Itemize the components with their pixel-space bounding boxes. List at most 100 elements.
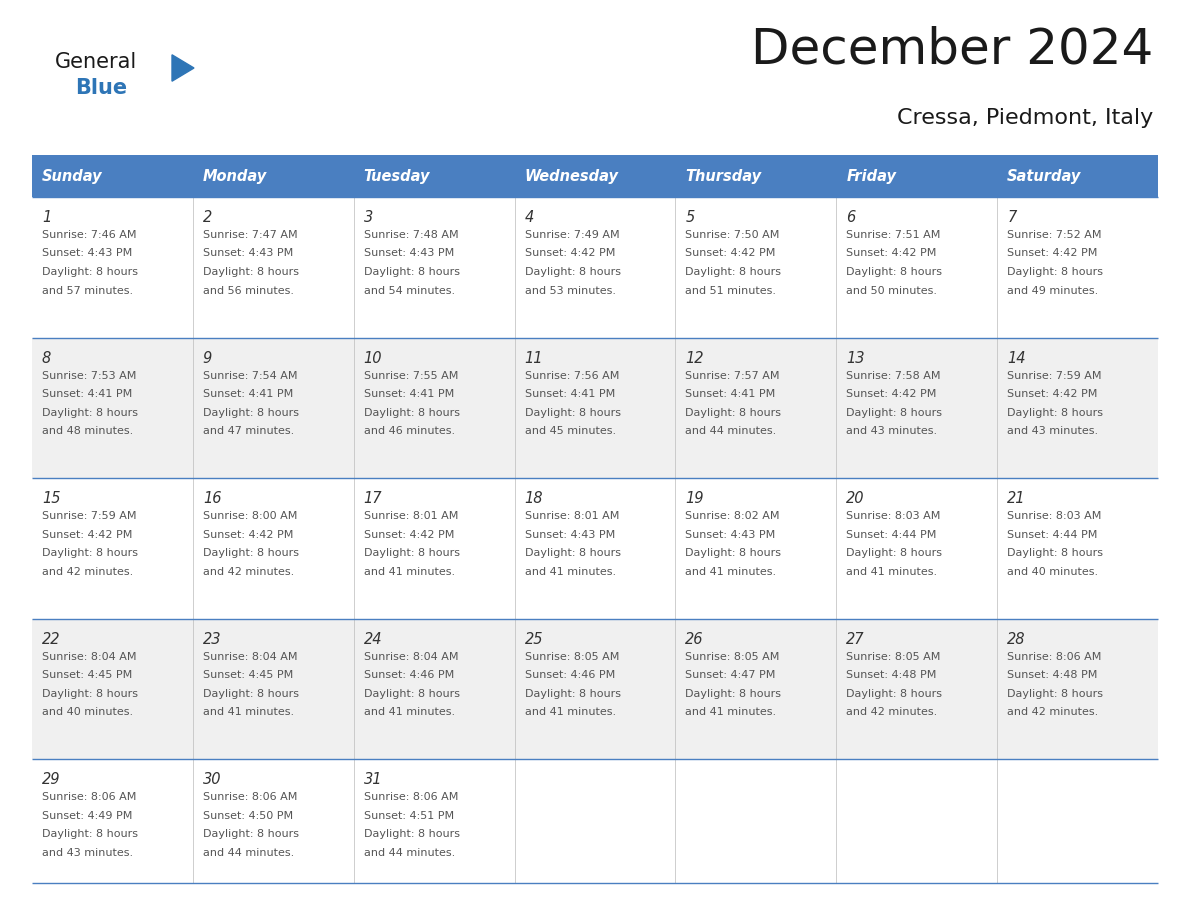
Text: Sunset: 4:43 PM: Sunset: 4:43 PM — [42, 249, 132, 259]
Text: Sunset: 4:42 PM: Sunset: 4:42 PM — [1007, 389, 1098, 399]
Text: and 43 minutes.: and 43 minutes. — [1007, 426, 1098, 436]
Bar — [32, 155, 192, 197]
Text: 10: 10 — [364, 351, 383, 365]
Text: Daylight: 8 hours: Daylight: 8 hours — [42, 688, 138, 699]
Text: Sunset: 4:46 PM: Sunset: 4:46 PM — [525, 670, 615, 680]
Text: and 57 minutes.: and 57 minutes. — [42, 285, 133, 296]
Text: Sunset: 4:47 PM: Sunset: 4:47 PM — [685, 670, 776, 680]
Text: Sunrise: 7:50 AM: Sunrise: 7:50 AM — [685, 230, 779, 240]
Text: and 40 minutes.: and 40 minutes. — [1007, 566, 1098, 577]
Text: 31: 31 — [364, 772, 383, 788]
Bar — [354, 155, 514, 197]
Text: and 41 minutes.: and 41 minutes. — [203, 707, 293, 717]
Text: and 44 minutes.: and 44 minutes. — [685, 426, 777, 436]
Bar — [32, 478, 1158, 619]
Text: and 41 minutes.: and 41 minutes. — [364, 707, 455, 717]
Text: Daylight: 8 hours: Daylight: 8 hours — [364, 548, 460, 558]
Text: Sunrise: 8:06 AM: Sunrise: 8:06 AM — [203, 792, 297, 802]
Text: Sunrise: 8:03 AM: Sunrise: 8:03 AM — [846, 511, 941, 521]
Bar — [192, 155, 354, 197]
Text: Daylight: 8 hours: Daylight: 8 hours — [685, 408, 782, 418]
Text: Sunset: 4:42 PM: Sunset: 4:42 PM — [364, 530, 454, 540]
Text: Monday: Monday — [203, 169, 267, 184]
Text: Sunset: 4:43 PM: Sunset: 4:43 PM — [685, 530, 776, 540]
Text: Sunset: 4:45 PM: Sunset: 4:45 PM — [42, 670, 132, 680]
Text: Sunrise: 7:57 AM: Sunrise: 7:57 AM — [685, 371, 781, 381]
Text: 11: 11 — [525, 351, 543, 365]
Text: Sunset: 4:49 PM: Sunset: 4:49 PM — [42, 811, 132, 821]
Bar — [836, 155, 997, 197]
Text: Daylight: 8 hours: Daylight: 8 hours — [846, 688, 942, 699]
Text: and 48 minutes.: and 48 minutes. — [42, 426, 133, 436]
Text: Sunrise: 7:58 AM: Sunrise: 7:58 AM — [846, 371, 941, 381]
Text: and 46 minutes.: and 46 minutes. — [364, 426, 455, 436]
Text: 7: 7 — [1007, 210, 1017, 225]
Text: Sunrise: 8:06 AM: Sunrise: 8:06 AM — [42, 792, 137, 802]
Text: Daylight: 8 hours: Daylight: 8 hours — [846, 408, 942, 418]
Text: 5: 5 — [685, 210, 695, 225]
Text: December 2024: December 2024 — [751, 25, 1154, 73]
Text: Daylight: 8 hours: Daylight: 8 hours — [685, 548, 782, 558]
Text: Tuesday: Tuesday — [364, 169, 430, 184]
Text: Daylight: 8 hours: Daylight: 8 hours — [1007, 408, 1104, 418]
Text: Sunset: 4:46 PM: Sunset: 4:46 PM — [364, 670, 454, 680]
Bar — [32, 619, 1158, 759]
Text: Daylight: 8 hours: Daylight: 8 hours — [364, 267, 460, 277]
Text: Sunrise: 8:01 AM: Sunrise: 8:01 AM — [525, 511, 619, 521]
Text: Sunset: 4:44 PM: Sunset: 4:44 PM — [1007, 530, 1098, 540]
Text: 26: 26 — [685, 632, 704, 647]
Text: Daylight: 8 hours: Daylight: 8 hours — [364, 408, 460, 418]
Text: Cressa, Piedmont, Italy: Cressa, Piedmont, Italy — [897, 108, 1154, 128]
Text: Sunrise: 7:46 AM: Sunrise: 7:46 AM — [42, 230, 137, 240]
Text: Daylight: 8 hours: Daylight: 8 hours — [364, 829, 460, 839]
Text: Sunset: 4:43 PM: Sunset: 4:43 PM — [203, 249, 293, 259]
Text: 22: 22 — [42, 632, 61, 647]
Text: Daylight: 8 hours: Daylight: 8 hours — [203, 408, 299, 418]
Text: Sunset: 4:42 PM: Sunset: 4:42 PM — [846, 389, 936, 399]
Text: Sunset: 4:41 PM: Sunset: 4:41 PM — [42, 389, 132, 399]
Text: Sunrise: 7:49 AM: Sunrise: 7:49 AM — [525, 230, 619, 240]
Text: 16: 16 — [203, 491, 221, 506]
Text: Thursday: Thursday — [685, 169, 762, 184]
Bar — [32, 338, 1158, 478]
Text: 6: 6 — [846, 210, 855, 225]
Polygon shape — [172, 55, 194, 81]
Text: and 47 minutes.: and 47 minutes. — [203, 426, 295, 436]
Text: Sunrise: 8:05 AM: Sunrise: 8:05 AM — [846, 652, 941, 662]
Text: Sunrise: 8:04 AM: Sunrise: 8:04 AM — [364, 652, 459, 662]
Text: Sunset: 4:51 PM: Sunset: 4:51 PM — [364, 811, 454, 821]
Text: Daylight: 8 hours: Daylight: 8 hours — [42, 267, 138, 277]
Text: Sunrise: 8:05 AM: Sunrise: 8:05 AM — [685, 652, 779, 662]
Text: Sunset: 4:50 PM: Sunset: 4:50 PM — [203, 811, 293, 821]
Text: 14: 14 — [1007, 351, 1025, 365]
Text: Sunrise: 7:52 AM: Sunrise: 7:52 AM — [1007, 230, 1101, 240]
Text: Daylight: 8 hours: Daylight: 8 hours — [525, 408, 620, 418]
Text: Daylight: 8 hours: Daylight: 8 hours — [525, 267, 620, 277]
Text: 21: 21 — [1007, 491, 1025, 506]
Text: Sunrise: 8:01 AM: Sunrise: 8:01 AM — [364, 511, 459, 521]
Text: Sunrise: 7:54 AM: Sunrise: 7:54 AM — [203, 371, 297, 381]
Text: Sunset: 4:42 PM: Sunset: 4:42 PM — [846, 249, 936, 259]
Text: and 41 minutes.: and 41 minutes. — [525, 566, 615, 577]
Text: Sunset: 4:43 PM: Sunset: 4:43 PM — [525, 530, 615, 540]
Text: Sunset: 4:42 PM: Sunset: 4:42 PM — [525, 249, 615, 259]
Text: and 45 minutes.: and 45 minutes. — [525, 426, 615, 436]
Text: Sunrise: 8:02 AM: Sunrise: 8:02 AM — [685, 511, 781, 521]
Text: 27: 27 — [846, 632, 865, 647]
Text: 25: 25 — [525, 632, 543, 647]
Bar — [676, 155, 836, 197]
Text: Sunset: 4:41 PM: Sunset: 4:41 PM — [685, 389, 776, 399]
Text: Daylight: 8 hours: Daylight: 8 hours — [685, 688, 782, 699]
Text: 2: 2 — [203, 210, 213, 225]
Text: Sunrise: 7:47 AM: Sunrise: 7:47 AM — [203, 230, 297, 240]
Bar — [514, 155, 676, 197]
Text: Sunrise: 7:56 AM: Sunrise: 7:56 AM — [525, 371, 619, 381]
Text: and 56 minutes.: and 56 minutes. — [203, 285, 293, 296]
Text: Sunset: 4:41 PM: Sunset: 4:41 PM — [364, 389, 454, 399]
Text: Sunset: 4:42 PM: Sunset: 4:42 PM — [685, 249, 776, 259]
Text: Sunrise: 8:06 AM: Sunrise: 8:06 AM — [364, 792, 459, 802]
Text: and 41 minutes.: and 41 minutes. — [685, 707, 777, 717]
Text: Sunset: 4:42 PM: Sunset: 4:42 PM — [42, 530, 132, 540]
Text: Sunrise: 7:59 AM: Sunrise: 7:59 AM — [1007, 371, 1101, 381]
Text: Daylight: 8 hours: Daylight: 8 hours — [846, 267, 942, 277]
